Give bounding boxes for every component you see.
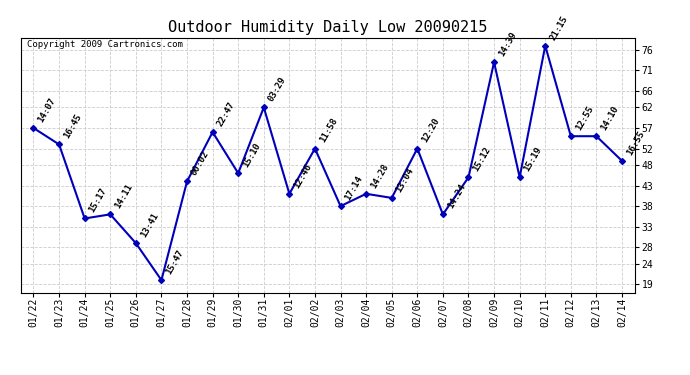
Text: 21:15: 21:15 (548, 14, 569, 42)
Text: 15:19: 15:19 (522, 146, 544, 173)
Text: 22:47: 22:47 (215, 100, 237, 128)
Title: Outdoor Humidity Daily Low 20090215: Outdoor Humidity Daily Low 20090215 (168, 20, 487, 35)
Text: 14:28: 14:28 (369, 162, 390, 190)
Text: 16:45: 16:45 (62, 112, 83, 140)
Text: 14:10: 14:10 (599, 104, 620, 132)
Text: 14:39: 14:39 (497, 30, 518, 58)
Text: 12:46: 12:46 (292, 162, 313, 190)
Text: 17:14: 17:14 (344, 174, 364, 202)
Text: 11:58: 11:58 (317, 117, 339, 144)
Text: 00:02: 00:02 (190, 150, 211, 177)
Text: 13:04: 13:04 (395, 166, 416, 194)
Text: 12:20: 12:20 (420, 117, 442, 144)
Text: 13:41: 13:41 (139, 211, 160, 239)
Text: 14:24: 14:24 (446, 182, 467, 210)
Text: 16:55: 16:55 (624, 129, 646, 157)
Text: 15:47: 15:47 (164, 248, 186, 276)
Text: 15:17: 15:17 (88, 186, 109, 214)
Text: 14:11: 14:11 (113, 182, 135, 210)
Text: 15:12: 15:12 (471, 146, 493, 173)
Text: 03:29: 03:29 (266, 75, 288, 103)
Text: Copyright 2009 Cartronics.com: Copyright 2009 Cartronics.com (27, 40, 183, 49)
Text: 15:10: 15:10 (241, 141, 262, 169)
Text: 12:55: 12:55 (573, 104, 595, 132)
Text: 14:07: 14:07 (37, 96, 57, 124)
